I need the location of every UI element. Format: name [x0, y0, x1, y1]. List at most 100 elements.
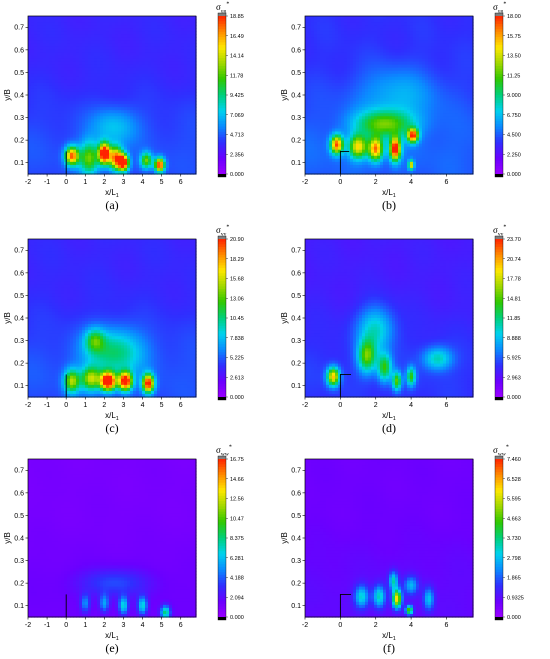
heat-cell — [40, 155, 44, 160]
heat-cell — [389, 107, 393, 111]
heat-cell — [82, 146, 86, 151]
heat-cell — [365, 122, 369, 126]
heat-cell — [40, 85, 44, 90]
heat-cell — [392, 19, 396, 23]
heat-cell — [193, 76, 197, 81]
heat-cell — [172, 82, 176, 87]
heat-cell — [100, 101, 104, 105]
heat-cell — [103, 131, 107, 136]
heat-cell — [130, 161, 134, 166]
heat-cell — [350, 161, 354, 166]
heat-cell — [410, 101, 414, 105]
heat-cell — [52, 107, 56, 111]
heat-cell — [52, 79, 56, 84]
heat-cell — [124, 170, 128, 175]
heat-cell — [88, 104, 92, 108]
heat-cell — [181, 134, 185, 139]
heat-cell — [73, 40, 77, 44]
heat-cell — [329, 122, 333, 126]
heat-cell — [329, 113, 333, 117]
heat-cell — [395, 122, 399, 126]
heat-cell — [178, 107, 182, 111]
heat-cell — [401, 155, 405, 160]
heat-cell — [91, 131, 95, 136]
heat-cell — [160, 88, 164, 93]
heat-cell — [88, 43, 92, 47]
heat-cell — [115, 49, 119, 54]
heat-cell — [109, 25, 113, 29]
heat-cell — [124, 167, 128, 172]
heat-cell — [341, 167, 345, 172]
heat-cell — [398, 64, 402, 69]
heat-cell — [395, 161, 399, 166]
heat-cell — [115, 64, 119, 69]
heat-cell — [353, 122, 357, 126]
heat-cell — [166, 128, 170, 133]
colorbar-segment — [218, 152, 226, 156]
heat-cell — [109, 128, 113, 133]
heat-cell — [73, 149, 77, 154]
heat-cell — [43, 155, 47, 160]
heat-cell — [347, 85, 351, 90]
heat-cell — [70, 110, 74, 114]
heat-cell — [28, 67, 32, 72]
heat-cell — [359, 49, 363, 54]
heat-cell — [338, 28, 342, 32]
heat-cell — [37, 113, 41, 117]
heat-cell — [91, 55, 95, 60]
colorbar-segment — [218, 97, 226, 101]
heat-cell — [58, 131, 62, 136]
heat-cell — [127, 167, 131, 172]
heat-cell — [61, 79, 65, 84]
heat-cell — [181, 158, 185, 163]
heat-cell — [392, 76, 396, 81]
heat-cell — [100, 134, 104, 139]
heat-cell — [82, 61, 86, 66]
heat-cell — [118, 110, 122, 114]
heat-cell — [151, 131, 155, 136]
heat-cell — [94, 125, 98, 130]
heat-cell — [154, 143, 158, 148]
heat-cell — [184, 28, 188, 32]
heat-cell — [172, 85, 176, 90]
heat-cell — [187, 22, 191, 26]
heat-cell — [64, 49, 68, 54]
heat-cell — [184, 122, 188, 126]
heat-cell — [70, 158, 74, 163]
heat-cell — [133, 76, 137, 81]
heat-cell — [79, 25, 83, 29]
heat-cell — [344, 40, 348, 44]
heat-cell — [401, 107, 405, 111]
heat-cell — [341, 88, 345, 93]
heat-cell — [154, 55, 158, 60]
heat-cell — [392, 134, 396, 139]
heat-cell — [368, 149, 372, 154]
heat-cell — [79, 43, 83, 47]
heat-cell — [127, 95, 131, 99]
heat-cell — [94, 58, 98, 63]
heat-cell — [392, 22, 396, 26]
heat-cell — [103, 79, 107, 84]
heat-cell — [124, 131, 128, 136]
heat-cell — [103, 40, 107, 44]
heat-cell — [362, 76, 366, 81]
heat-cell — [154, 128, 158, 133]
heat-cell — [404, 49, 408, 54]
colorbar-tick-label: 18.85 — [230, 14, 244, 20]
heat-cell — [386, 107, 390, 111]
heat-cell — [82, 137, 86, 142]
heat-cell — [356, 107, 360, 111]
heat-cell — [52, 28, 56, 32]
heat-cell — [413, 85, 417, 90]
heat-cell — [31, 170, 35, 175]
heat-cell — [386, 140, 390, 145]
heat-cell — [329, 49, 333, 54]
heat-cell — [73, 91, 77, 96]
heat-cell — [383, 16, 387, 20]
heat-cell — [43, 131, 47, 136]
x-axis-label: x/L1 — [105, 188, 119, 199]
heat-cell — [344, 31, 348, 35]
heat-cell — [76, 73, 80, 78]
heat-cell — [392, 64, 396, 69]
heat-cell — [169, 43, 173, 47]
